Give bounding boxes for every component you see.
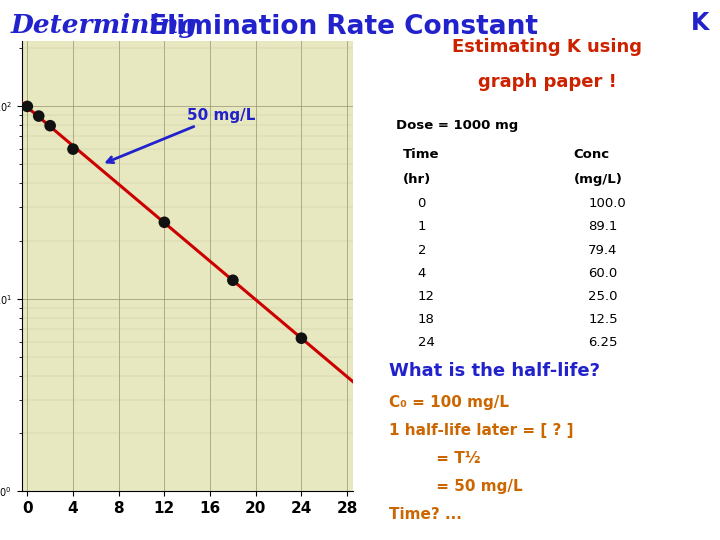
Text: 1 half-life later = [ ? ]: 1 half-life later = [ ? ] [389, 423, 573, 438]
Point [22, 102, 33, 111]
Text: (hr): (hr) [403, 173, 431, 186]
Text: 89.1: 89.1 [588, 220, 618, 233]
Text: 25.0: 25.0 [588, 290, 618, 303]
Text: = 50 mg/L: = 50 mg/L [389, 479, 523, 494]
Text: 12: 12 [418, 290, 435, 303]
Text: 1: 1 [418, 220, 426, 233]
Text: Time? ...: Time? ... [389, 507, 462, 522]
Point [227, 276, 238, 285]
Text: 0: 0 [418, 197, 426, 210]
Text: 60.0: 60.0 [588, 267, 617, 280]
Text: 79.4: 79.4 [588, 244, 618, 256]
Text: (mg/L): (mg/L) [574, 173, 623, 186]
Text: 100.0: 100.0 [588, 197, 626, 210]
Point [45, 122, 56, 130]
Text: Conc: Conc [574, 148, 610, 161]
Text: Time: Time [403, 148, 440, 161]
Text: K: K [691, 11, 710, 35]
Text: 6.25: 6.25 [588, 336, 618, 349]
Text: 18: 18 [418, 313, 434, 326]
Text: Estimating K using: Estimating K using [452, 38, 642, 56]
Point [33, 112, 45, 120]
Text: 2: 2 [418, 244, 426, 256]
Point [296, 334, 307, 342]
Text: 50 mg/L: 50 mg/L [107, 107, 256, 163]
Text: graph paper !: graph paper ! [478, 73, 616, 91]
Text: C₀ = 100 mg/L: C₀ = 100 mg/L [389, 395, 509, 410]
Text: 12.5: 12.5 [588, 313, 618, 326]
Text: Dose = 1000 mg: Dose = 1000 mg [396, 119, 518, 132]
Text: What is the half-life?: What is the half-life? [389, 362, 600, 380]
Text: 24: 24 [418, 336, 434, 349]
Text: Elimination Rate Constant: Elimination Rate Constant [140, 14, 539, 39]
Point [158, 218, 170, 227]
Text: = T½: = T½ [389, 451, 480, 466]
Text: 4: 4 [418, 267, 426, 280]
Text: Determining: Determining [11, 14, 198, 38]
Point [67, 145, 78, 153]
